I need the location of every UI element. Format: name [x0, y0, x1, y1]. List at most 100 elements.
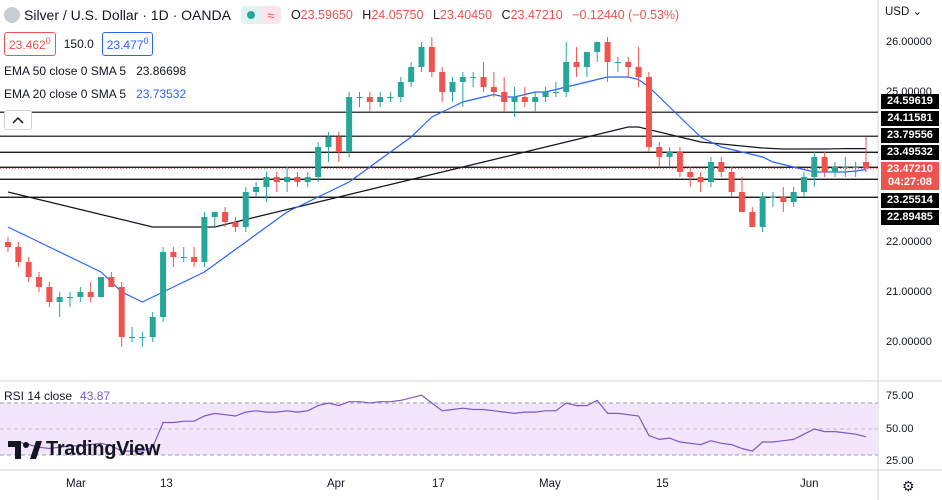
candle-body	[149, 317, 156, 337]
y-tick: 20.00000	[886, 336, 932, 348]
candle-body	[304, 177, 311, 182]
rsi-line	[7, 394, 867, 452]
market-status[interactable]: ≈	[240, 6, 281, 24]
ema50-legend[interactable]: EMA 50 close 0 SMA 5 23.86698	[4, 64, 187, 78]
candle-body	[635, 67, 642, 77]
market-open-icon	[246, 11, 255, 19]
candle-body	[67, 297, 74, 298]
candle-body	[108, 277, 115, 287]
change-value: −0.12440 (−0.53%)	[572, 8, 680, 22]
silver-icon	[4, 7, 20, 23]
tradingview-logo[interactable]: TradingView	[8, 438, 160, 461]
collapse-legend-button[interactable]	[4, 110, 32, 130]
candle-body	[408, 67, 415, 82]
ema50-line	[7, 126, 866, 228]
candle-body	[728, 172, 735, 192]
candle-body	[387, 97, 394, 98]
x-tick: Jun	[800, 478, 819, 490]
candle-body	[552, 92, 559, 93]
candle-body	[583, 52, 590, 67]
candle-body	[418, 47, 425, 67]
candle-body	[542, 92, 549, 97]
candle-body	[687, 172, 694, 177]
dividends-icon: ≈	[260, 6, 281, 24]
symbol-title[interactable]: Silver / U.S. Dollar · 1D · OANDA	[24, 7, 231, 23]
candle-body	[36, 277, 43, 287]
x-tick: Apr	[327, 478, 345, 490]
settings-button[interactable]: ⚙	[902, 478, 915, 495]
candle-body	[676, 152, 683, 172]
tradingview-logo-icon	[8, 440, 42, 459]
buy-button[interactable]: 23.4770	[101, 32, 154, 56]
candle-body	[428, 47, 435, 72]
ema20-line	[7, 76, 867, 303]
candle-body	[697, 177, 704, 182]
candle-body	[98, 277, 105, 297]
candle-body	[852, 167, 859, 168]
candle-body	[563, 62, 570, 92]
currency-selector[interactable]: USD ⌄	[885, 6, 923, 18]
candle-body	[780, 197, 787, 202]
candle-body	[211, 212, 218, 217]
candle-body	[335, 137, 342, 152]
candle-body	[222, 212, 229, 222]
rsi-tick: 25.00	[886, 455, 914, 467]
candle-body	[532, 97, 539, 102]
candle-body	[15, 247, 22, 262]
candle-body	[397, 82, 404, 97]
candle-body	[749, 212, 756, 227]
candle-body	[253, 187, 260, 192]
candle-body	[666, 152, 673, 157]
candle-body	[129, 337, 136, 338]
candle-body	[191, 257, 198, 262]
candle-body	[87, 292, 94, 297]
candle-body	[56, 297, 63, 302]
rsi-tick: 50.00	[886, 423, 914, 435]
candle-body	[707, 162, 714, 182]
candle-body	[800, 177, 807, 192]
current-price-label: 23.47210 04:27:08	[881, 162, 939, 190]
ema20-legend[interactable]: EMA 20 close 0 SMA 5 23.73532	[4, 87, 187, 101]
rsi-legend[interactable]: RSI 14 close 43.87	[4, 389, 111, 403]
candle-body	[769, 197, 776, 198]
x-tick: 13	[160, 478, 173, 490]
candle-body	[273, 177, 280, 182]
level-label: 24.11581	[881, 111, 939, 126]
candle-body	[139, 337, 146, 338]
candle-body	[521, 97, 528, 102]
y-tick: 21.00000	[886, 286, 932, 298]
candle-body	[180, 257, 187, 258]
candle-body	[25, 262, 32, 277]
candle-body	[346, 97, 353, 152]
trade-panel: 23.4620 150.0 23.4770	[4, 32, 154, 56]
gear-icon: ⚙	[902, 478, 915, 494]
candle-body	[811, 157, 818, 177]
candle-body	[284, 177, 291, 182]
candle-body	[656, 147, 663, 157]
spread-value: 150.0	[63, 37, 94, 51]
symbol-header: Silver / U.S. Dollar · 1D · OANDA ≈ O23.…	[0, 0, 679, 30]
candle-body	[480, 77, 487, 87]
candle-body	[821, 157, 828, 172]
candle-body	[232, 222, 239, 227]
y-tick: 26.00000	[886, 36, 932, 48]
candle-body	[325, 137, 332, 147]
candle-body	[356, 97, 363, 98]
candle-body	[263, 177, 270, 187]
candle-body	[46, 287, 53, 302]
low-value: 23.40450	[439, 8, 493, 22]
candle-body	[625, 62, 632, 67]
candle-body	[759, 197, 766, 227]
sell-button[interactable]: 23.4620	[4, 32, 56, 56]
x-tick: 15	[656, 478, 669, 490]
candle-body	[315, 147, 322, 177]
candle-body	[594, 42, 601, 52]
candle-body	[863, 162, 869, 169]
candle-body	[790, 192, 797, 202]
candle-body	[294, 177, 301, 182]
candle-body	[201, 217, 208, 262]
candle-body	[645, 77, 652, 147]
level-label: 23.49532	[881, 145, 939, 160]
candle-body	[449, 82, 456, 92]
